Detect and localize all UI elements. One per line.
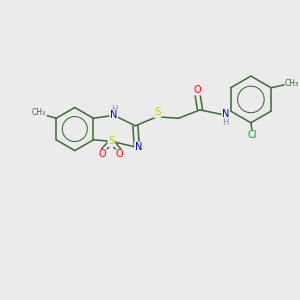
Text: H: H bbox=[111, 105, 117, 114]
Text: N: N bbox=[222, 110, 230, 119]
Text: CH₃: CH₃ bbox=[32, 108, 46, 117]
Text: O: O bbox=[194, 85, 201, 95]
Text: S: S bbox=[154, 107, 161, 117]
Text: O: O bbox=[116, 149, 124, 160]
Text: CH₃: CH₃ bbox=[285, 79, 299, 88]
Text: Cl: Cl bbox=[248, 130, 257, 140]
Text: N: N bbox=[135, 142, 142, 152]
Text: H: H bbox=[222, 118, 229, 127]
Text: S: S bbox=[108, 136, 115, 146]
Text: O: O bbox=[99, 149, 106, 160]
Text: N: N bbox=[110, 110, 118, 120]
